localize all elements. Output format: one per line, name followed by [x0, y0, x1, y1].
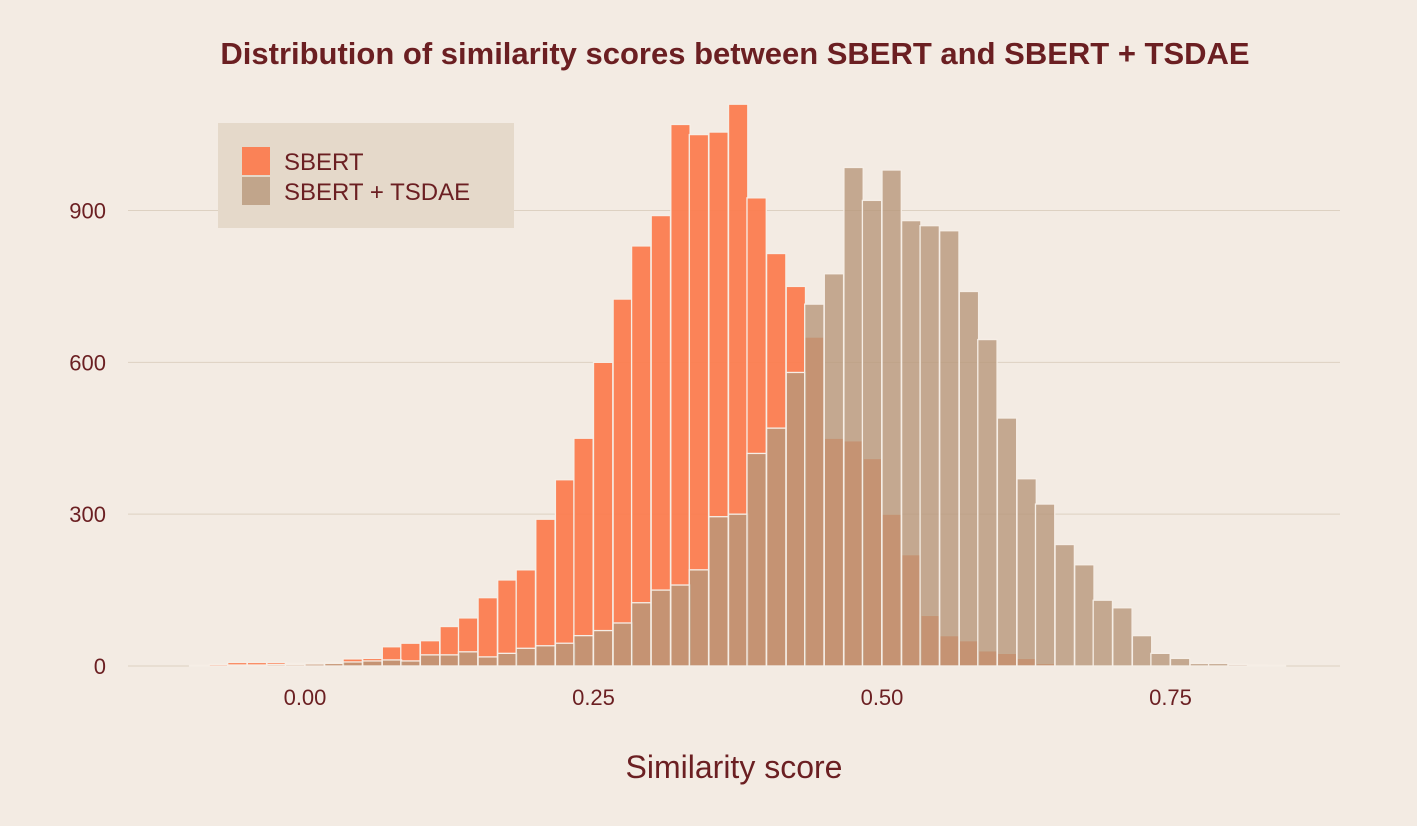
sbert-tsdae-bar	[630, 602, 652, 667]
sbert-tsdae-bar	[323, 662, 345, 667]
sbert-tsdae-bar	[804, 303, 825, 667]
sbert-tsdae-bar	[670, 584, 691, 667]
y-tick-label: 300	[69, 502, 106, 527]
chart-title: Distribution of similarity scores betwee…	[220, 36, 1249, 71]
sbert-tsdae-bar	[573, 634, 594, 667]
sbert-tsdae-bar	[977, 338, 998, 667]
legend-label-sbert: SBERT	[284, 149, 364, 176]
x-tick-label: 0.50	[861, 685, 904, 710]
sbert-tsdae-bar	[400, 660, 421, 667]
y-tick-label: 0	[94, 654, 106, 679]
sbert-tsdae-bar	[1054, 543, 1076, 667]
sbert-tsdae-bar	[284, 663, 306, 667]
sbert-tsdae-bar	[650, 589, 672, 667]
sbert-tsdae-bar	[1092, 599, 1114, 667]
sbert-bar	[554, 479, 576, 667]
sbert-bar	[592, 361, 614, 667]
sbert-tsdae-bar	[708, 516, 729, 667]
sbert-tsdae-bar	[1227, 663, 1249, 667]
sbert-tsdae-bar	[1034, 503, 1056, 667]
sbert-tsdae-bar	[746, 452, 767, 667]
sbert-tsdae-bar	[227, 664, 248, 667]
sbert-tsdae-bar	[843, 166, 864, 667]
sbert-tsdae-bar	[1016, 478, 1037, 667]
x-axis-ticks: 0.00 0.25 0.50 0.75	[284, 685, 1192, 710]
sbert-tsdae-bar	[342, 661, 364, 667]
sbert-tsdae-bar	[688, 569, 710, 667]
legend-background	[218, 123, 514, 228]
sbert-tsdae-bar	[785, 371, 807, 667]
sbert-tsdae-bar	[939, 230, 960, 667]
x-tick-label: 0.00	[284, 685, 327, 710]
sbert-tsdae-bar	[861, 199, 883, 667]
sbert-tsdae-bar	[1150, 652, 1171, 667]
sbert-tsdae-bar	[1112, 607, 1133, 667]
sbert-bar	[612, 298, 634, 667]
sbert-tsdae-bar	[900, 219, 922, 667]
sbert-tsdae-bar	[1247, 664, 1268, 667]
y-tick-label: 600	[69, 350, 106, 375]
sbert-tsdae-bar	[996, 417, 1018, 667]
y-axis-ticks: 0 300 600 900	[69, 199, 106, 680]
sbert-tsdae-bar	[554, 642, 576, 667]
x-tick-label: 0.25	[572, 685, 615, 710]
sbert-tsdae-bar	[1265, 664, 1287, 667]
sbert-tsdae-bar	[381, 659, 403, 667]
x-axis-label: Similarity score	[626, 749, 843, 785]
sbert-bar	[208, 663, 230, 667]
sbert-tsdae-bar	[419, 654, 441, 667]
sbert-tsdae-bar	[881, 169, 902, 667]
legend: SBERT SBERT + TSDAE	[218, 123, 514, 228]
sbert-tsdae-bar	[246, 664, 268, 667]
sbert-bar	[535, 518, 556, 667]
sbert-tsdae-bar	[958, 290, 980, 667]
sbert-tsdae-bar	[304, 663, 325, 667]
legend-swatch-sbert-tsdae	[242, 177, 270, 205]
sbert-tsdae-bar	[515, 647, 537, 667]
sbert-tsdae-bar	[1131, 634, 1153, 667]
legend-label-sbert-tsdae: SBERT + TSDAE	[284, 179, 470, 206]
sbert-tsdae-bar	[439, 654, 460, 667]
sbert-tsdae-bar	[1169, 657, 1191, 667]
sbert-tsdae-bar	[612, 622, 634, 667]
sbert-tsdae-bar	[823, 273, 845, 667]
sbert-tsdae-bar	[457, 651, 479, 667]
sbert-tsdae-bar	[765, 427, 787, 667]
sbert-tsdae-bar	[477, 656, 499, 667]
sbert-tsdae-bar	[1207, 662, 1229, 667]
sbert-tsdae-bar	[592, 629, 614, 667]
sbert-tsdae-bar	[497, 652, 518, 667]
sbert-tsdae-bar	[535, 645, 556, 667]
sbert-bar	[188, 664, 210, 667]
sbert-tsdae-bar	[1189, 662, 1211, 667]
sbert-tsdae-bars	[227, 166, 1287, 667]
sbert-tsdae-bar	[266, 663, 287, 667]
sbert-tsdae-bar	[727, 513, 749, 667]
sbert-bar	[477, 597, 499, 667]
x-tick-label: 0.75	[1149, 685, 1192, 710]
y-tick-label: 900	[69, 199, 106, 224]
sbert-tsdae-bar	[1074, 564, 1095, 667]
legend-swatch-sbert	[242, 147, 270, 175]
sbert-tsdae-bar	[362, 660, 383, 667]
sbert-bar	[573, 437, 594, 667]
sbert-tsdae-bar	[919, 225, 941, 667]
